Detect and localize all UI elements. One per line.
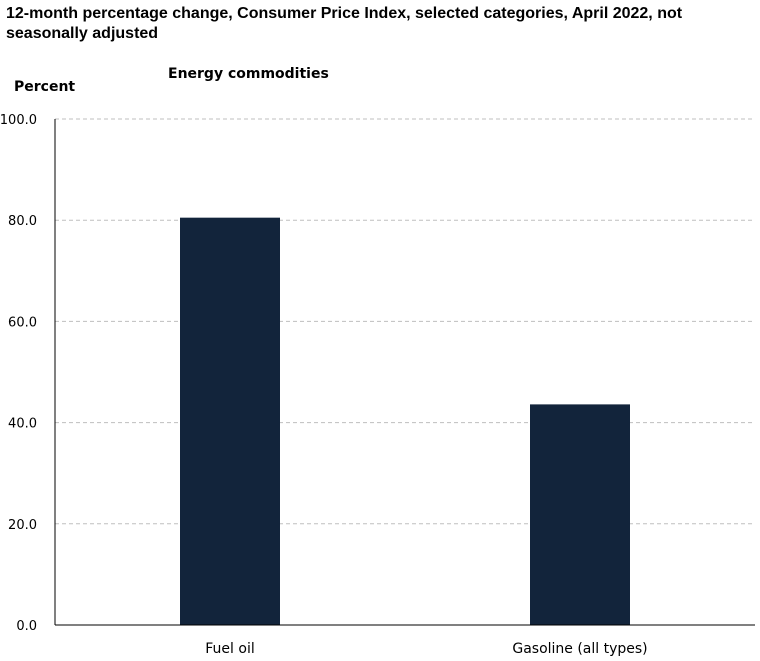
x-tick-labels: Fuel oil Gasoline (all types) [205, 641, 647, 657]
y-tick-label: 0.0 [16, 619, 37, 634]
y-tick-label: 40.0 [8, 417, 37, 432]
y-axis-label: Percent [14, 79, 76, 95]
y-tick-labels: 0.0 20.0 40.0 60.0 80.0 100.0 [0, 113, 37, 634]
y-tick-label: 20.0 [8, 518, 37, 533]
bar-fuel-oil [180, 217, 280, 626]
x-tick-label: Fuel oil [205, 641, 254, 657]
gridlines [55, 118, 755, 525]
chart-subtitle: Energy commodities [168, 66, 329, 82]
chart-title: 12-month percentage change, Consumer Pri… [6, 5, 683, 42]
y-tick-label: 80.0 [8, 214, 37, 229]
y-tick-label: 60.0 [8, 315, 37, 330]
x-tick-label: Gasoline (all types) [512, 641, 647, 657]
y-tick-label: 100.0 [0, 113, 37, 128]
bar-gasoline-all-types [530, 404, 630, 625]
bars [180, 217, 630, 626]
axes [54, 119, 755, 626]
